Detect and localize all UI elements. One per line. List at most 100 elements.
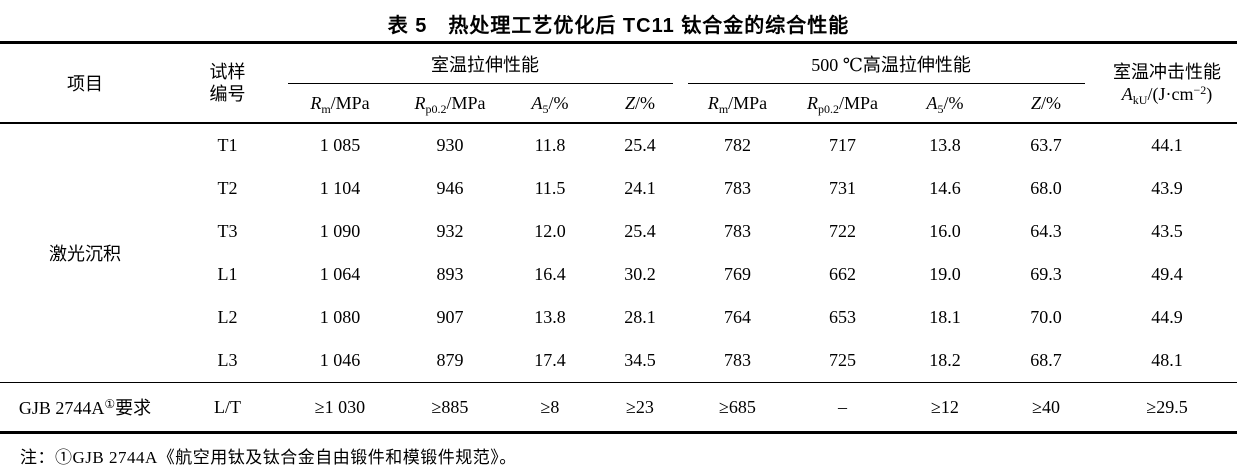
table-title: 表 5 热处理工艺优化后 TC11 钛合金的综合性能 xyxy=(387,15,850,37)
table-footer: GJB 2744A①要求 L/T ≥1 030 ≥885 ≥8 ≥23 ≥685 – ≥12 ≥… xyxy=(0,382,1237,433)
table-cell: 25.4 xyxy=(624,221,656,241)
table-cell: 68.7 xyxy=(1030,350,1062,370)
table-cell: 725 xyxy=(829,350,856,370)
table-cell: 43.9 xyxy=(1151,178,1183,198)
requirement-cell: ≥40 xyxy=(1032,396,1060,417)
impact-header-formula: AkU/(J·cm−2) xyxy=(1121,83,1213,107)
table-body: 激光沉积 T1 1 085 930 11.8 25.4 782 717 13.8 63.7 44.1… xyxy=(0,123,1237,383)
table-row: T3 1 090 932 12.0 25.4 783 722 16.0 64.3 43.5 xyxy=(0,210,1237,253)
col-header-impact: 室温冲击性能 AkU/(J·cm−2) xyxy=(1097,43,1237,124)
table-cell: 1 064 xyxy=(319,264,361,284)
table-cell: 25.4 xyxy=(624,135,656,155)
table-cell: 16.0 xyxy=(929,221,961,241)
table-cell: 24.1 xyxy=(624,178,656,198)
sub-col-header: Rm/MPa xyxy=(310,92,370,116)
table-cell: 783 xyxy=(724,178,751,198)
table-cell: 1 104 xyxy=(319,178,361,198)
sub-col-header: A5/% xyxy=(926,92,964,116)
sample-header-line2: 编号 xyxy=(209,84,246,104)
requirement-cell: ≥885 xyxy=(431,396,469,417)
impact-header-line1: 室温冲击性能 xyxy=(1113,61,1222,82)
table-cell: 11.8 xyxy=(534,135,566,155)
table-cell: 63.7 xyxy=(1030,135,1062,155)
group-header-room-temp-tensile: 室温拉伸性能 xyxy=(285,43,685,85)
table-cell: 11.5 xyxy=(534,178,566,198)
table-cell: 783 xyxy=(724,350,751,370)
requirement-cell: ≥685 xyxy=(719,396,756,417)
table-cell: 1 080 xyxy=(319,307,361,327)
table-cell: 30.2 xyxy=(624,264,656,284)
table-cell: 1 085 xyxy=(319,135,361,155)
table-cell: 70.0 xyxy=(1030,307,1062,327)
table-cell: 662 xyxy=(829,264,856,284)
table-row: L3 1 046 879 17.4 34.5 783 725 18.2 68.7 48.1 xyxy=(0,339,1237,383)
table-cell: 879 xyxy=(436,350,464,370)
table-footnote: 注：①GJB 2744A《航空用钛及钛合金自由锻件和模锻件规范》。 xyxy=(20,448,517,466)
table-cell: 1 046 xyxy=(319,350,361,370)
table-cell: 18.1 xyxy=(929,307,961,327)
table-cell: 13.8 xyxy=(929,135,961,155)
table-cell: 731 xyxy=(829,178,856,198)
requirement-row: GJB 2744A①要求 L/T ≥1 030 ≥885 ≥8 ≥23 ≥685 – ≥12 ≥… xyxy=(0,383,1237,433)
table-cell: 1 090 xyxy=(319,221,361,241)
requirement-cell: L/T xyxy=(214,396,241,417)
table-cell: 930 xyxy=(436,135,464,155)
table-cell: 69.3 xyxy=(1030,264,1062,284)
table-row: L2 1 080 907 13.8 28.1 764 653 18.1 70.0 44.9 xyxy=(0,296,1237,339)
sub-col-header: Z/% xyxy=(624,92,655,113)
group-header-high-temp-tensile: 500 ℃高温拉伸性能 xyxy=(685,43,1097,85)
sub-header-row: Rm/MPa Rp0.2/MPa A5/% Z/% Rm/MPa Rp0.2/MPa A5/… xyxy=(0,84,1237,123)
table-cell: 64.3 xyxy=(1030,221,1062,241)
table-cell: 782 xyxy=(724,135,751,155)
table-cell: L3 xyxy=(217,350,238,370)
project-cell: 激光沉积 xyxy=(49,244,121,264)
requirement-cell: ≥23 xyxy=(626,396,654,417)
col-header-project: 项目 xyxy=(67,74,103,94)
table-cell: 946 xyxy=(436,178,464,198)
table-cell: 19.0 xyxy=(929,264,961,284)
table-cell: 722 xyxy=(829,221,856,241)
table-cell: T3 xyxy=(217,221,238,241)
sub-col-header: Z/% xyxy=(1031,92,1062,113)
table-cell: 932 xyxy=(436,221,464,241)
properties-table: 项目 试样 编号 室温拉伸性能 500 ℃高温拉伸性能 室温冲击性能 A xyxy=(0,41,1237,434)
table-cell: 717 xyxy=(829,135,856,155)
requirement-cell: – xyxy=(838,396,847,417)
table-cell: 783 xyxy=(724,221,751,241)
requirement-cell: ≥8 xyxy=(540,396,560,417)
sub-col-header: Rp0.2/MPa xyxy=(806,92,878,116)
table-cell: 34.5 xyxy=(624,350,656,370)
table-row: T2 1 104 946 11.5 24.1 783 731 14.6 68.0 43.9 xyxy=(0,167,1237,210)
sub-col-header: Rp0.2/MPa xyxy=(414,92,486,116)
table-header: 项目 试样 编号 室温拉伸性能 500 ℃高温拉伸性能 室温冲击性能 A xyxy=(0,43,1237,124)
table-cell: 44.1 xyxy=(1151,135,1183,155)
table-cell: L2 xyxy=(217,307,238,327)
table-row: L1 1 064 893 16.4 30.2 769 662 19.0 69.3 49.4 xyxy=(0,253,1237,296)
table-cell: 16.4 xyxy=(534,264,566,284)
sub-col-header: A5/% xyxy=(531,92,569,116)
col-header-sample-number: 试样 编号 xyxy=(170,43,285,124)
sample-header-line1: 试样 xyxy=(209,61,246,82)
group-header-room-temp-tensile-label: 室温拉伸性能 xyxy=(431,55,539,75)
requirement-cell: ≥12 xyxy=(931,396,959,417)
table-cell: 12.0 xyxy=(534,221,566,241)
group-header-high-temp-tensile-label: 500 ℃高温拉伸性能 xyxy=(811,55,971,75)
sub-col-header: Rm/MPa xyxy=(707,92,768,116)
table-cell: 14.6 xyxy=(929,178,961,198)
table-cell: 907 xyxy=(436,307,464,327)
table-cell: 68.0 xyxy=(1030,178,1062,198)
table-cell: 49.4 xyxy=(1151,264,1183,284)
table-cell: T2 xyxy=(217,178,238,198)
table-cell: 43.5 xyxy=(1151,221,1183,241)
requirement-cell: ≥29.5 xyxy=(1146,396,1188,417)
table-cell: 28.1 xyxy=(624,307,656,327)
table-cell: L1 xyxy=(217,264,238,284)
table-cell: 653 xyxy=(829,307,856,327)
table-cell: T1 xyxy=(217,135,238,155)
requirement-cell: ≥1 030 xyxy=(314,396,366,417)
table-cell: 769 xyxy=(724,264,751,284)
table-cell: 48.1 xyxy=(1151,350,1183,370)
table-cell: 764 xyxy=(724,307,751,327)
requirement-label: GJB 2744A①要求 xyxy=(18,397,152,418)
